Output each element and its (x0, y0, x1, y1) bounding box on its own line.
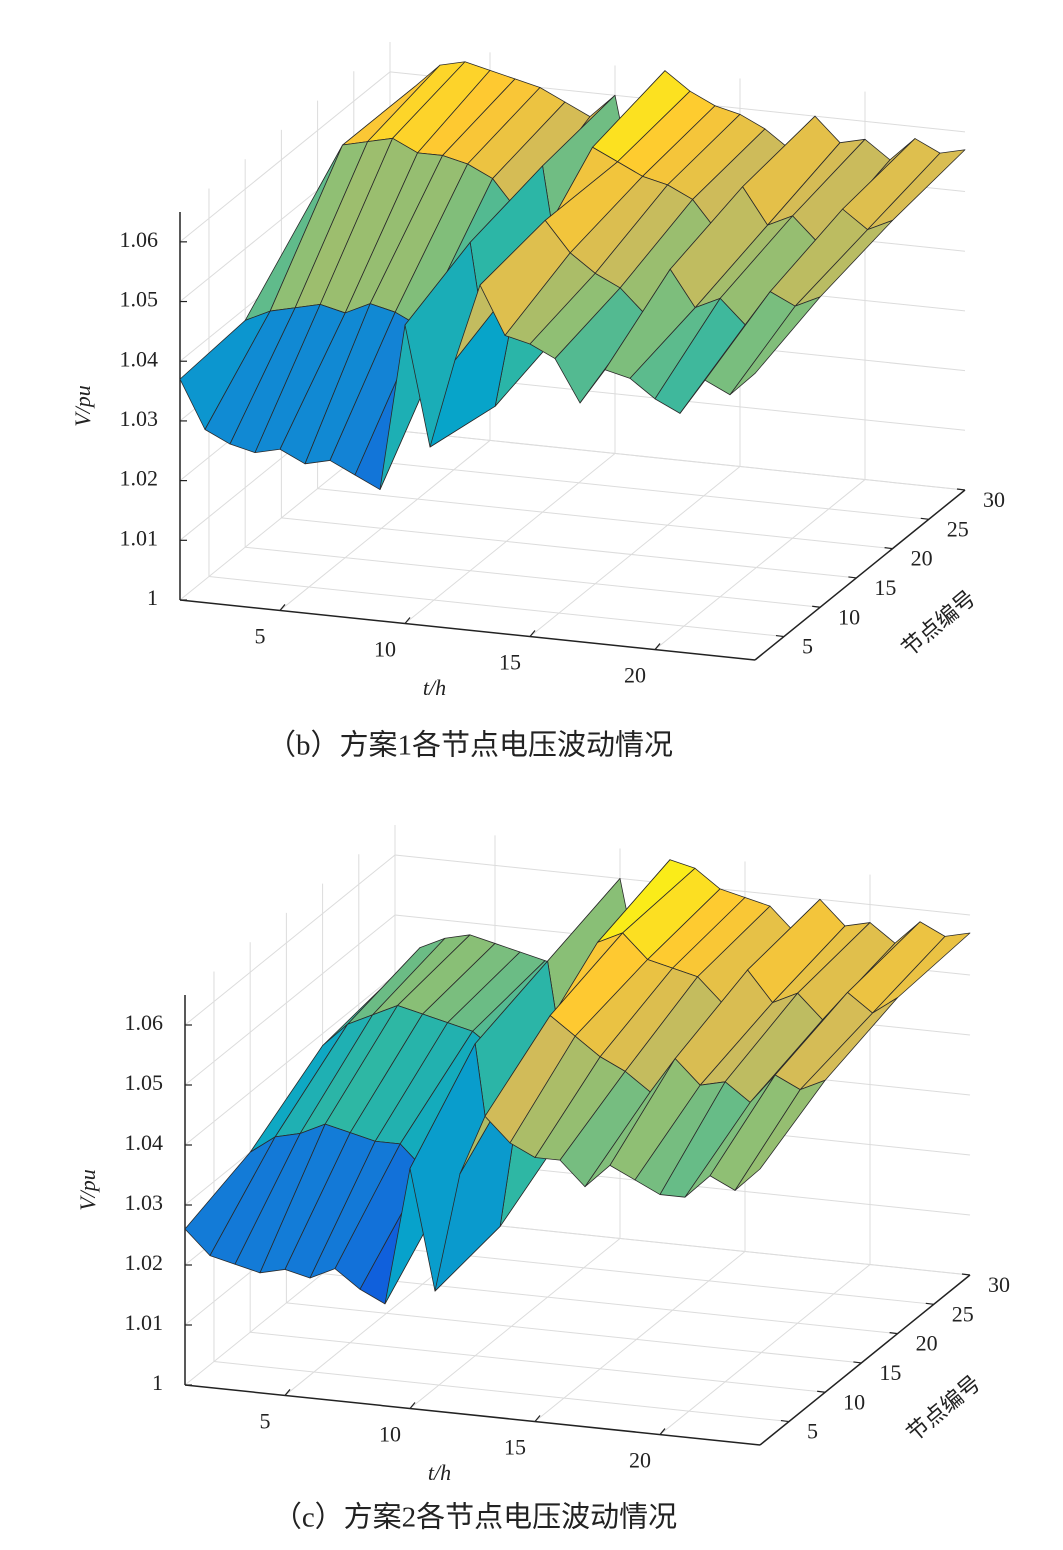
tick-mark (920, 517, 929, 520)
y-axis (759, 1274, 971, 1446)
y-axis-label: 节点编号 (902, 1370, 985, 1446)
z-axis-label: V/pu (70, 385, 95, 427)
x-tick-label: 20 (629, 1448, 651, 1473)
tick-mark (812, 605, 821, 608)
x-tick-label: 5 (255, 623, 266, 648)
y-tick-label: 20 (911, 546, 933, 571)
grid-line (281, 517, 857, 579)
y-tick-label: 15 (874, 575, 896, 600)
z-tick-label: 1.02 (120, 466, 159, 491)
grid-line (534, 1251, 746, 1422)
z-axis-label: V/pu (75, 1169, 100, 1211)
tick-mark (817, 1390, 826, 1393)
tick-mark (284, 1389, 291, 1396)
tick-mark (775, 634, 785, 638)
grid-line (322, 1273, 898, 1335)
tick-mark (529, 630, 536, 637)
grid-line (179, 71, 391, 243)
x-axis-label: t/h (423, 675, 446, 700)
grid-line (213, 1361, 790, 1423)
z-tick-label: 1 (152, 1370, 163, 1395)
z-tick-label: 1.06 (120, 227, 159, 252)
z-tick-label: 1.04 (120, 346, 159, 371)
z-tick-label: 1.01 (120, 525, 159, 550)
x-tick-label: 5 (260, 1408, 271, 1433)
y-tick-label: 5 (807, 1419, 818, 1444)
grid-line (353, 458, 929, 520)
tick-mark (654, 643, 661, 650)
z-tick-label: 1.01 (125, 1310, 164, 1335)
grid-line (404, 453, 616, 624)
tick-mark (279, 604, 286, 611)
y-tick-label: 15 (879, 1360, 901, 1385)
z-tick-label: 1.02 (125, 1250, 164, 1275)
y-axis-label: 节点编号 (897, 585, 980, 661)
y-tick-label: 25 (947, 516, 969, 541)
tick-mark (884, 547, 893, 550)
tick-mark (956, 488, 966, 491)
z-tick-label: 1.03 (120, 406, 159, 431)
grid-line (317, 488, 893, 550)
caption: （b）方案1各节点电压波动情况 (267, 729, 673, 762)
grid-line (279, 440, 491, 611)
x-tick-label: 20 (624, 663, 646, 688)
tick-mark (780, 1419, 790, 1423)
tick-mark (853, 1361, 862, 1364)
grid-line (654, 479, 866, 650)
y-tick-label: 10 (838, 604, 860, 629)
y-axis (754, 489, 966, 661)
grid-line (184, 854, 396, 1026)
grid-line (286, 1302, 862, 1364)
caption: （c）方案2各节点电压波动情况 (273, 1501, 677, 1534)
x-axis (184, 1384, 761, 1446)
grid-line (529, 466, 741, 637)
grid-line (389, 429, 966, 491)
z-tick-label: 1 (147, 585, 158, 610)
tick-mark (961, 1273, 971, 1276)
x-tick-label: 10 (374, 637, 396, 662)
y-tick-label: 5 (802, 634, 813, 659)
z-tick-label: 1.03 (125, 1190, 164, 1215)
grid-line (245, 546, 821, 608)
grid-line (250, 1331, 826, 1393)
x-axis (179, 599, 756, 661)
x-tick-label: 15 (504, 1435, 526, 1460)
y-tick-label: 20 (916, 1331, 938, 1356)
z-tick-label: 1.06 (125, 1010, 164, 1035)
z-tick-label: 1.05 (120, 287, 159, 312)
grid-line (409, 1238, 621, 1409)
grid-line (184, 914, 396, 1086)
z-tick-label: 1.04 (125, 1130, 164, 1155)
y-tick-label: 10 (843, 1389, 865, 1414)
grid-line (184, 974, 396, 1146)
x-axis-label: t/h (428, 1460, 451, 1485)
z-tick-label: 1.05 (125, 1070, 164, 1095)
grid-line (659, 1264, 871, 1435)
x-tick-label: 15 (499, 650, 521, 675)
y-tick-label: 30 (988, 1272, 1010, 1297)
tick-mark (534, 1415, 541, 1422)
surface-patch (729, 296, 821, 396)
grid-line (208, 576, 785, 638)
tick-mark (925, 1302, 934, 1305)
y-tick-label: 30 (983, 487, 1005, 512)
tick-mark (848, 576, 857, 579)
surface-patch (734, 1079, 826, 1191)
tick-mark (404, 617, 411, 624)
tick-mark (659, 1428, 666, 1435)
tick-mark (409, 1402, 416, 1409)
x-tick-label: 10 (379, 1422, 401, 1447)
tick-mark (889, 1332, 898, 1335)
y-tick-label: 25 (952, 1301, 974, 1326)
